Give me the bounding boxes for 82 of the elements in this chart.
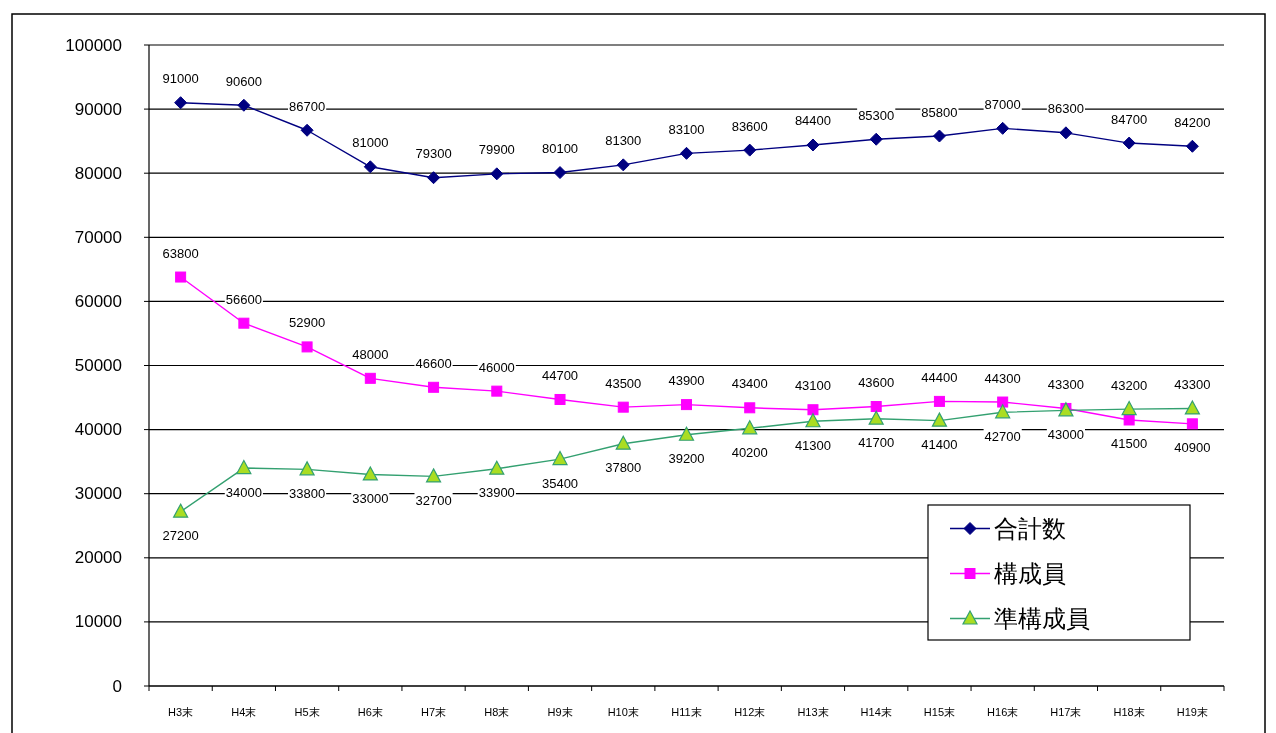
ytick: 0 <box>112 676 122 696</box>
data-label: 91000 <box>162 71 199 87</box>
data-label: 42700 <box>984 428 1021 444</box>
data-label: 32700 <box>415 492 452 508</box>
data-label: 43200 <box>1111 377 1148 393</box>
xtick: H3末 <box>168 706 194 718</box>
data-label: 43300 <box>1174 376 1211 392</box>
data-label: 39200 <box>668 451 705 467</box>
data-label: 84200 <box>1174 114 1211 130</box>
ytick: 50000 <box>74 356 122 375</box>
ytick: 20000 <box>74 548 122 568</box>
data-label: 40900 <box>1174 440 1211 456</box>
xtick: H10末 <box>607 706 639 718</box>
ytick: 40000 <box>74 420 122 440</box>
data-label: 44300 <box>984 370 1021 386</box>
data-label: 27200 <box>162 528 199 544</box>
data-label: 43100 <box>794 378 832 394</box>
data-label: 41400 <box>921 437 958 453</box>
xtick: H13末 <box>797 706 829 718</box>
data-label: 43900 <box>668 373 705 389</box>
data-label: 43600 <box>858 375 895 390</box>
data-label: 52900 <box>289 315 326 331</box>
ytick: 100000 <box>65 35 122 55</box>
xtick: H9末 <box>547 706 573 718</box>
data-label: 63800 <box>162 245 199 261</box>
ytick: 90000 <box>74 99 122 119</box>
data-label: 85300 <box>858 107 895 123</box>
xtick: H18末 <box>1113 706 1145 718</box>
xtick: H16末 <box>987 706 1019 718</box>
xtick: H11末 <box>671 706 702 718</box>
data-label: 35400 <box>541 475 579 491</box>
data-label: 41500 <box>1111 436 1148 452</box>
ytick: 30000 <box>74 484 122 504</box>
data-label: 81000 <box>352 135 389 151</box>
xtick: H19末 <box>1176 706 1208 718</box>
data-label: 43500 <box>605 375 642 391</box>
data-label: 46600 <box>415 355 452 371</box>
xtick: H4末 <box>231 706 257 718</box>
data-label: 90600 <box>225 73 262 89</box>
data-label: 79300 <box>415 146 452 162</box>
data-label: 86700 <box>289 98 326 114</box>
data-label: 83600 <box>731 118 768 134</box>
data-label: 84700 <box>1111 111 1148 127</box>
data-label: 79900 <box>478 142 515 158</box>
xtick: H14末 <box>860 706 892 718</box>
data-label: 44400 <box>921 369 958 385</box>
data-label: 33900 <box>478 485 515 501</box>
data-label: 84400 <box>794 113 832 129</box>
data-label: 43400 <box>731 376 768 392</box>
data-label: 41700 <box>858 435 895 451</box>
data-label: 56600 <box>225 291 262 307</box>
data-label: 34000 <box>225 484 262 500</box>
data-label: 33000 <box>352 490 389 506</box>
xtick: H15末 <box>923 706 956 718</box>
data-label: 86300 <box>1047 101 1084 117</box>
ytick: 60000 <box>74 291 122 311</box>
legend-label: 構成員 <box>994 560 1066 587</box>
data-label: 43000 <box>1047 426 1084 442</box>
data-label: 40200 <box>731 444 768 460</box>
xtick: H5末 <box>294 706 320 718</box>
xtick: H6末 <box>357 706 383 718</box>
data-label: 41300 <box>794 437 832 453</box>
data-label: 48000 <box>352 346 389 362</box>
ytick: 10000 <box>74 612 122 632</box>
xtick: H17末 <box>1050 706 1082 718</box>
data-label: 37800 <box>605 460 642 476</box>
data-label: 83100 <box>668 121 705 137</box>
xtick: H7末 <box>421 706 447 718</box>
legend-label: 準構成員 <box>994 605 1090 632</box>
legend-label: 合計数 <box>994 515 1066 542</box>
data-label: 44700 <box>541 367 579 383</box>
data-label: 87000 <box>984 96 1021 112</box>
ytick: 80000 <box>74 163 122 183</box>
data-label: 85800 <box>921 104 958 120</box>
ytick: 70000 <box>74 227 122 247</box>
data-label: 43300 <box>1047 376 1084 392</box>
data-label: 33800 <box>289 485 326 501</box>
data-label: 80100 <box>541 141 579 157</box>
xtick: H12末 <box>734 706 766 718</box>
xtick: H8末 <box>484 706 510 718</box>
data-label: 81300 <box>605 133 642 149</box>
data-label: 46000 <box>478 359 515 375</box>
